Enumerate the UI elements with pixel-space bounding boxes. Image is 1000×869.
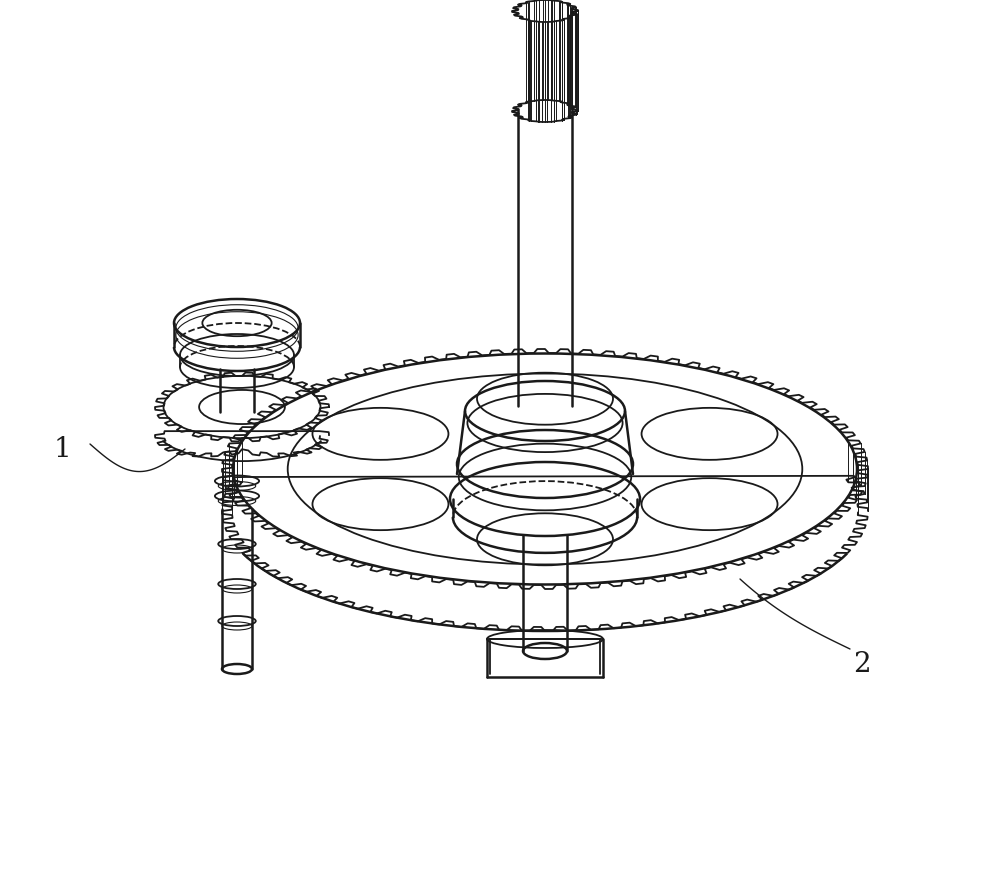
Text: 2: 2 xyxy=(853,651,871,678)
Text: 1: 1 xyxy=(53,436,71,463)
